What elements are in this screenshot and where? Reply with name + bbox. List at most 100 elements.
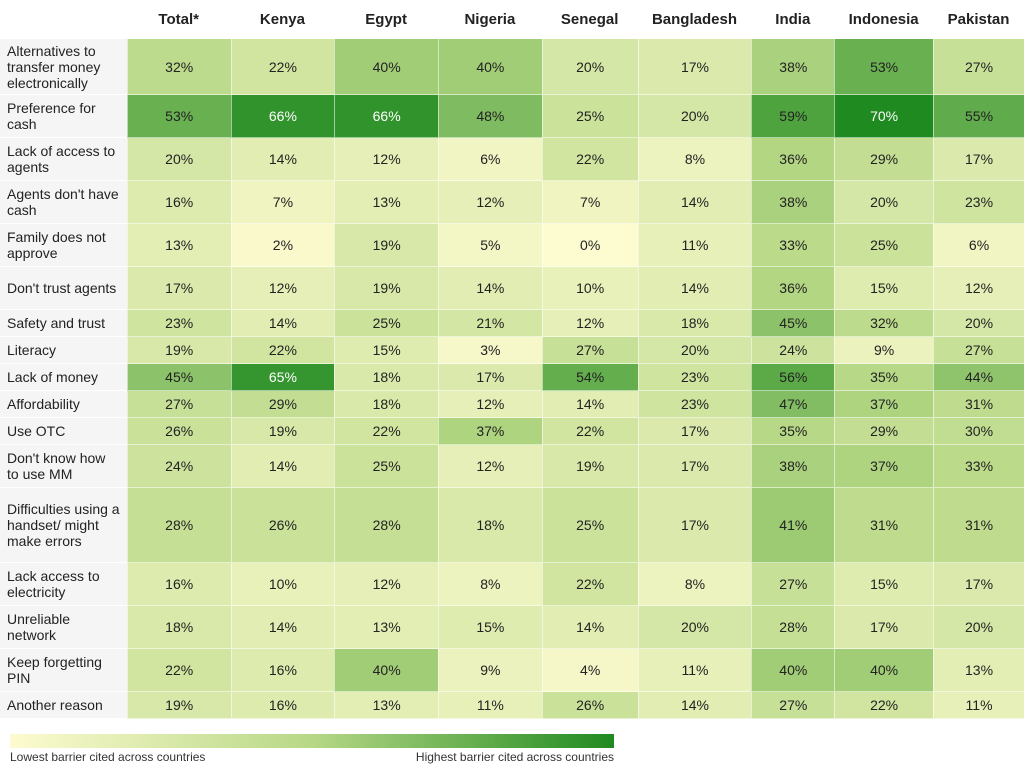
heatmap-cell: 25%: [541, 488, 638, 563]
heatmap-cell: 18%: [637, 310, 752, 337]
heatmap-cell: 13%: [334, 181, 438, 224]
table-row: Don't trust agents 17% 12% 19% 14% 10% 14% 36% 1…: [0, 267, 1024, 310]
heatmap-cell: 36%: [751, 138, 835, 181]
heatmap-cell: 0%: [541, 224, 638, 267]
heatmap-cell: 15%: [834, 563, 934, 606]
heatmap-cell: 29%: [834, 418, 934, 445]
column-header: Senegal: [560, 11, 619, 28]
heatmap-cell: 20%: [541, 39, 638, 95]
heatmap-cell: 32%: [834, 310, 934, 337]
heatmap-cell: 27%: [751, 563, 835, 606]
heatmap-cell: 66%: [230, 95, 335, 138]
heatmap-cell: 14%: [230, 138, 335, 181]
heatmap-cell: 33%: [933, 445, 1024, 488]
heatmap-cell: 13%: [933, 649, 1024, 692]
heatmap-cell: 31%: [933, 391, 1024, 418]
heatmap-cell: 12%: [541, 310, 638, 337]
heatmap-cell: 27%: [126, 391, 231, 418]
table-row: Don't know how to use MM 24% 14% 25% 12% 19% 1…: [0, 445, 1024, 488]
row-label: Preference for cash: [0, 95, 127, 138]
legend-gradient-bar: [10, 734, 614, 748]
heatmap-cell: 10%: [541, 267, 638, 310]
heatmap-cell: 16%: [126, 181, 231, 224]
heatmap-cell: 65%: [230, 364, 335, 391]
heatmap-cell: 14%: [438, 267, 542, 310]
heatmap-cell: 25%: [334, 445, 438, 488]
heatmap-cell: 22%: [541, 138, 638, 181]
heatmap-cell: 40%: [334, 39, 438, 95]
heatmap-cell: 19%: [334, 267, 438, 310]
heatmap-cell: 11%: [933, 692, 1024, 719]
heatmap-cell: 6%: [438, 138, 542, 181]
heatmap-cell: 18%: [438, 488, 542, 563]
heatmap-cell: 17%: [637, 488, 752, 563]
heatmap-cell: 19%: [230, 418, 335, 445]
heatmap-cell: 36%: [751, 267, 835, 310]
heatmap-cell: 9%: [438, 649, 542, 692]
heatmap-cell: 22%: [834, 692, 934, 719]
row-label: Alternatives to transfer money electroni…: [0, 39, 127, 95]
column-header: Nigeria: [464, 11, 516, 28]
heatmap-cell: 17%: [637, 445, 752, 488]
heatmap-cell: 28%: [751, 606, 835, 649]
heatmap-cell: 45%: [126, 364, 231, 391]
row-label: Another reason: [0, 692, 127, 719]
heatmap-cell: 20%: [637, 337, 752, 364]
heatmap-cell: 28%: [334, 488, 438, 563]
heatmap-cell: 19%: [334, 224, 438, 267]
heatmap-cell: 18%: [126, 606, 231, 649]
heatmap-cell: 4%: [541, 649, 638, 692]
heatmap-table: Total* Kenya Egypt Nigeria Senegal Bangladesh…: [0, 0, 1024, 719]
column-header: Indonesia: [848, 11, 919, 28]
heatmap-cell: 14%: [637, 692, 752, 719]
heatmap-cell: 40%: [438, 39, 542, 95]
table-row: Unreliable network 18% 14% 13% 15% 14% 20% 28% 1…: [0, 606, 1024, 649]
heatmap-table-container: Total* Kenya Egypt Nigeria Senegal Bangladesh…: [0, 0, 1024, 719]
heatmap-cell: 38%: [751, 181, 835, 224]
heatmap-cell: 12%: [334, 138, 438, 181]
heatmap-cell: 30%: [933, 418, 1024, 445]
row-label: Agents don't have cash: [0, 181, 127, 224]
heatmap-cell: 54%: [541, 364, 638, 391]
header-row: Total* Kenya Egypt Nigeria Senegal Bangladesh…: [0, 0, 1024, 39]
heatmap-cell: 13%: [334, 692, 438, 719]
heatmap-cell: 48%: [438, 95, 542, 138]
heatmap-cell: 10%: [230, 563, 335, 606]
table-row: Lack of access to agents 20% 14% 12% 6% 22% 8%…: [0, 138, 1024, 181]
heatmap-cell: 17%: [933, 138, 1024, 181]
heatmap-cell: 17%: [438, 364, 542, 391]
heatmap-cell: 25%: [541, 95, 638, 138]
heatmap-cell: 20%: [933, 606, 1024, 649]
row-label: Don't trust agents: [0, 267, 127, 310]
heatmap-cell: 29%: [230, 391, 335, 418]
heatmap-cell: 18%: [334, 391, 438, 418]
heatmap-cell: 37%: [834, 445, 934, 488]
heatmap-cell: 45%: [751, 310, 835, 337]
heatmap-cell: 11%: [438, 692, 542, 719]
heatmap-cell: 14%: [637, 267, 752, 310]
heatmap-cell: 13%: [126, 224, 231, 267]
heatmap-cell: 21%: [438, 310, 542, 337]
color-legend: Lowest barrier cited across countries Hi…: [10, 734, 614, 770]
heatmap-cell: 17%: [126, 267, 231, 310]
heatmap-cell: 17%: [637, 39, 752, 95]
column-header: Kenya: [259, 11, 305, 28]
heatmap-cell: 3%: [438, 337, 542, 364]
legend-high-label: Highest barrier cited across countries: [415, 750, 614, 764]
table-row: Safety and trust 23% 14% 25% 21% 12% 18% 45% 32%…: [0, 310, 1024, 337]
heatmap-cell: 17%: [933, 563, 1024, 606]
heatmap-cell: 7%: [230, 181, 335, 224]
heatmap-cell: 38%: [751, 445, 835, 488]
table-row: Difficulties using a handset/ might make…: [0, 488, 1024, 563]
heatmap-cell: 12%: [438, 445, 542, 488]
row-label: Family does not approve: [0, 224, 127, 267]
heatmap-cell: 53%: [126, 95, 231, 138]
heatmap-cell: 14%: [230, 606, 335, 649]
heatmap-cell: 23%: [933, 181, 1024, 224]
heatmap-cell: 26%: [541, 692, 638, 719]
heatmap-cell: 22%: [541, 563, 638, 606]
heatmap-cell: 15%: [438, 606, 542, 649]
heatmap-cell: 14%: [541, 606, 638, 649]
heatmap-cell: 19%: [126, 337, 231, 364]
row-label: Use OTC: [0, 418, 127, 445]
